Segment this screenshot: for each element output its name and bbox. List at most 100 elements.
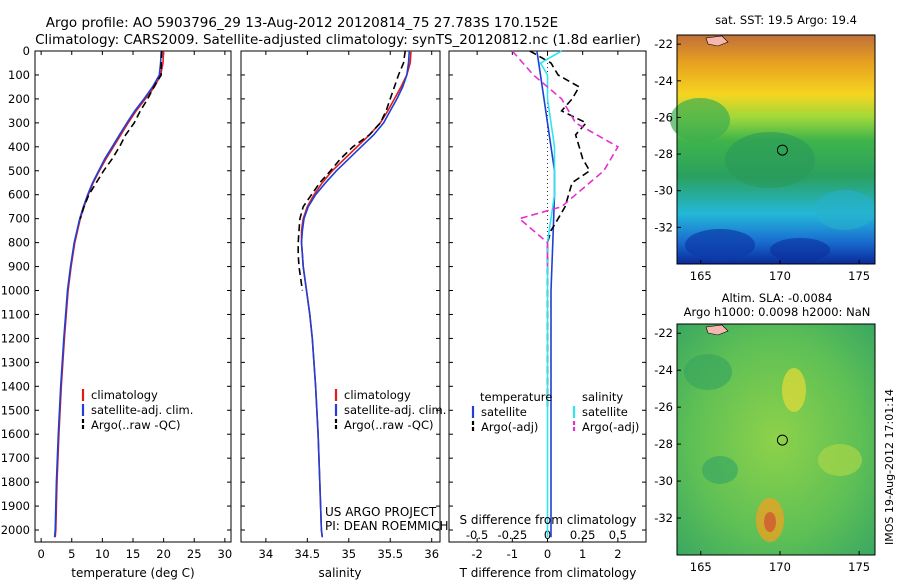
- difference-xlabel-top: S difference from climatology: [460, 513, 637, 527]
- depth-tick-label: 200: [8, 92, 30, 106]
- map-y-tick-label: -30: [654, 474, 673, 488]
- x-tick-label: 34.5: [295, 547, 321, 561]
- map-y-tick-label: -24: [654, 363, 673, 377]
- depth-tick-label: 2000: [1, 523, 30, 537]
- temp-argo-adj-line: [529, 50, 591, 411]
- legend-label: Argo(-adj): [582, 420, 639, 434]
- project-note-line-1: US ARGO PROJECT: [325, 505, 437, 519]
- x-tick-label-top: -0.25: [497, 528, 527, 542]
- x-tick-label: 0: [544, 547, 551, 561]
- legend-label: Argo(..raw -QC): [344, 418, 434, 432]
- x-tick-label: 20: [156, 547, 171, 561]
- x-tick-label: 34: [259, 547, 274, 561]
- difference-xlabel: T difference from climatology: [459, 566, 637, 580]
- x-tick-label: 35.5: [377, 547, 403, 561]
- legend-heading: salinity: [582, 390, 623, 404]
- map-y-tick-label: -26: [654, 110, 673, 124]
- salinity-panel-frame: [240, 50, 441, 543]
- sla-map: Altim. SLA: -0.0084 Argo h1000: 0.0098 h…: [654, 291, 876, 574]
- x-tick-label: 35: [341, 547, 356, 561]
- sst-map-title: sat. SST: 19.5 Argo: 19.4: [715, 13, 857, 27]
- map-x-tick-label: 175: [848, 560, 870, 574]
- depth-tick-label: 1800: [1, 475, 30, 489]
- argo-location-marker: [776, 434, 788, 446]
- legend-label: climatology: [344, 388, 411, 402]
- sla-map-title-line-2: Argo h1000: 0.0098 h2000: NaN: [684, 305, 871, 319]
- map-x-tick-label: 165: [690, 269, 712, 283]
- x-tick-label-top: 0.5: [609, 528, 627, 542]
- map-y-tick-label: -30: [654, 184, 673, 198]
- side-timestamp: IMOS 19-Aug-2012 17:01:14: [883, 389, 896, 545]
- depth-tick-label: 1600: [1, 427, 30, 441]
- x-tick-label: 30: [218, 547, 233, 561]
- depth-tick-label: 700: [8, 212, 30, 226]
- legend-label: satellite: [481, 405, 527, 419]
- x-tick-label: 1: [579, 547, 586, 561]
- x-tick-label: 0: [37, 547, 44, 561]
- depth-tick-label: 100: [8, 68, 30, 82]
- sla-map-title-line-1: Altim. SLA: -0.0084: [722, 291, 833, 305]
- depth-tick-label: 400: [8, 140, 30, 154]
- project-note-line-2: PI: DEAN ROEMMICH: [325, 519, 448, 533]
- sal-argo-adj-line: [511, 50, 620, 267]
- climatology-line: [54, 50, 165, 538]
- legend-label: Argo(..raw -QC): [91, 418, 181, 432]
- argo-raw-line: [297, 50, 406, 291]
- map-y-tick-label: -22: [654, 326, 673, 340]
- map-y-tick-label: -32: [654, 220, 673, 234]
- depth-tick-label: 1100: [1, 307, 30, 321]
- map-x-tick-label: 170: [769, 269, 791, 283]
- x-tick-label: 36: [424, 547, 439, 561]
- map-y-tick-label: -32: [654, 511, 673, 525]
- depth-tick-label: 1900: [1, 499, 30, 513]
- x-tick-label: 25: [187, 547, 202, 561]
- depth-tick-label: 500: [8, 164, 30, 178]
- depth-tick-label: 1300: [1, 355, 30, 369]
- x-tick-label: 2: [614, 547, 621, 561]
- depth-tick-label: 1200: [1, 331, 30, 345]
- legend-label: satellite: [582, 405, 628, 419]
- salinity-profile-plot: 34 34.5 35 35.5 36 climatologysatellite-adj. …: [259, 50, 446, 561]
- title-line-1: Argo profile: AO 5903796_29 13-Aug-2012 …: [46, 15, 558, 31]
- map-x-tick-label: 170: [769, 560, 791, 574]
- map-x-tick-label: 165: [690, 560, 712, 574]
- satellite-adj-clim-line: [300, 50, 411, 538]
- depth-axis-ticks: 0 100 200 300 400 500 600 700 800 900 1000 1100 1200…: [1, 44, 646, 537]
- depth-tick-label: 900: [8, 260, 30, 274]
- temperature-xlabel: temperature (deg C): [71, 566, 194, 580]
- legend-heading: temperature: [480, 390, 552, 404]
- map-y-tick-label: -22: [654, 37, 673, 51]
- map-y-tick-label: -24: [654, 74, 673, 88]
- title-line-2: Climatology: CARS2009. Satellite-adjuste…: [35, 32, 641, 48]
- sst-map: sat. SST: 19.5 Argo: 19.4 165 170 175 -22 -2…: [654, 13, 876, 283]
- map-y-tick-label: -26: [654, 400, 673, 414]
- satellite-adj-clim-line: [53, 50, 162, 538]
- depth-tick-label: 300: [8, 116, 30, 130]
- x-tick-label: -1: [507, 547, 518, 561]
- x-tick-label: 15: [126, 547, 141, 561]
- depth-tick-label: 0: [23, 44, 30, 58]
- depth-tick-label: 1000: [1, 284, 30, 298]
- x-tick-label: -2: [471, 547, 482, 561]
- map-y-tick-label: -28: [654, 147, 673, 161]
- map-x-tick-label: 175: [848, 269, 870, 283]
- x-tick-label-top: 0.25: [570, 528, 596, 542]
- argo-location-marker: [776, 144, 788, 156]
- depth-tick-label: 1500: [1, 403, 30, 417]
- x-tick-label-top: -0.5: [466, 528, 488, 542]
- legend-label: satellite-adj. clim.: [91, 403, 193, 417]
- x-tick-label: 5: [68, 547, 75, 561]
- legend-label: satellite-adj. clim.: [344, 403, 446, 417]
- climatology-line: [300, 50, 412, 538]
- legend-label: Argo(-adj): [481, 420, 538, 434]
- depth-tick-label: 1700: [1, 451, 30, 465]
- depth-tick-label: 600: [8, 188, 30, 202]
- depth-tick-label: 800: [8, 236, 30, 250]
- argo-raw-line: [79, 50, 163, 219]
- depth-tick-label: 1400: [1, 379, 30, 393]
- map-y-tick-label: -28: [654, 437, 673, 451]
- sal-satellite-line: [539, 50, 562, 538]
